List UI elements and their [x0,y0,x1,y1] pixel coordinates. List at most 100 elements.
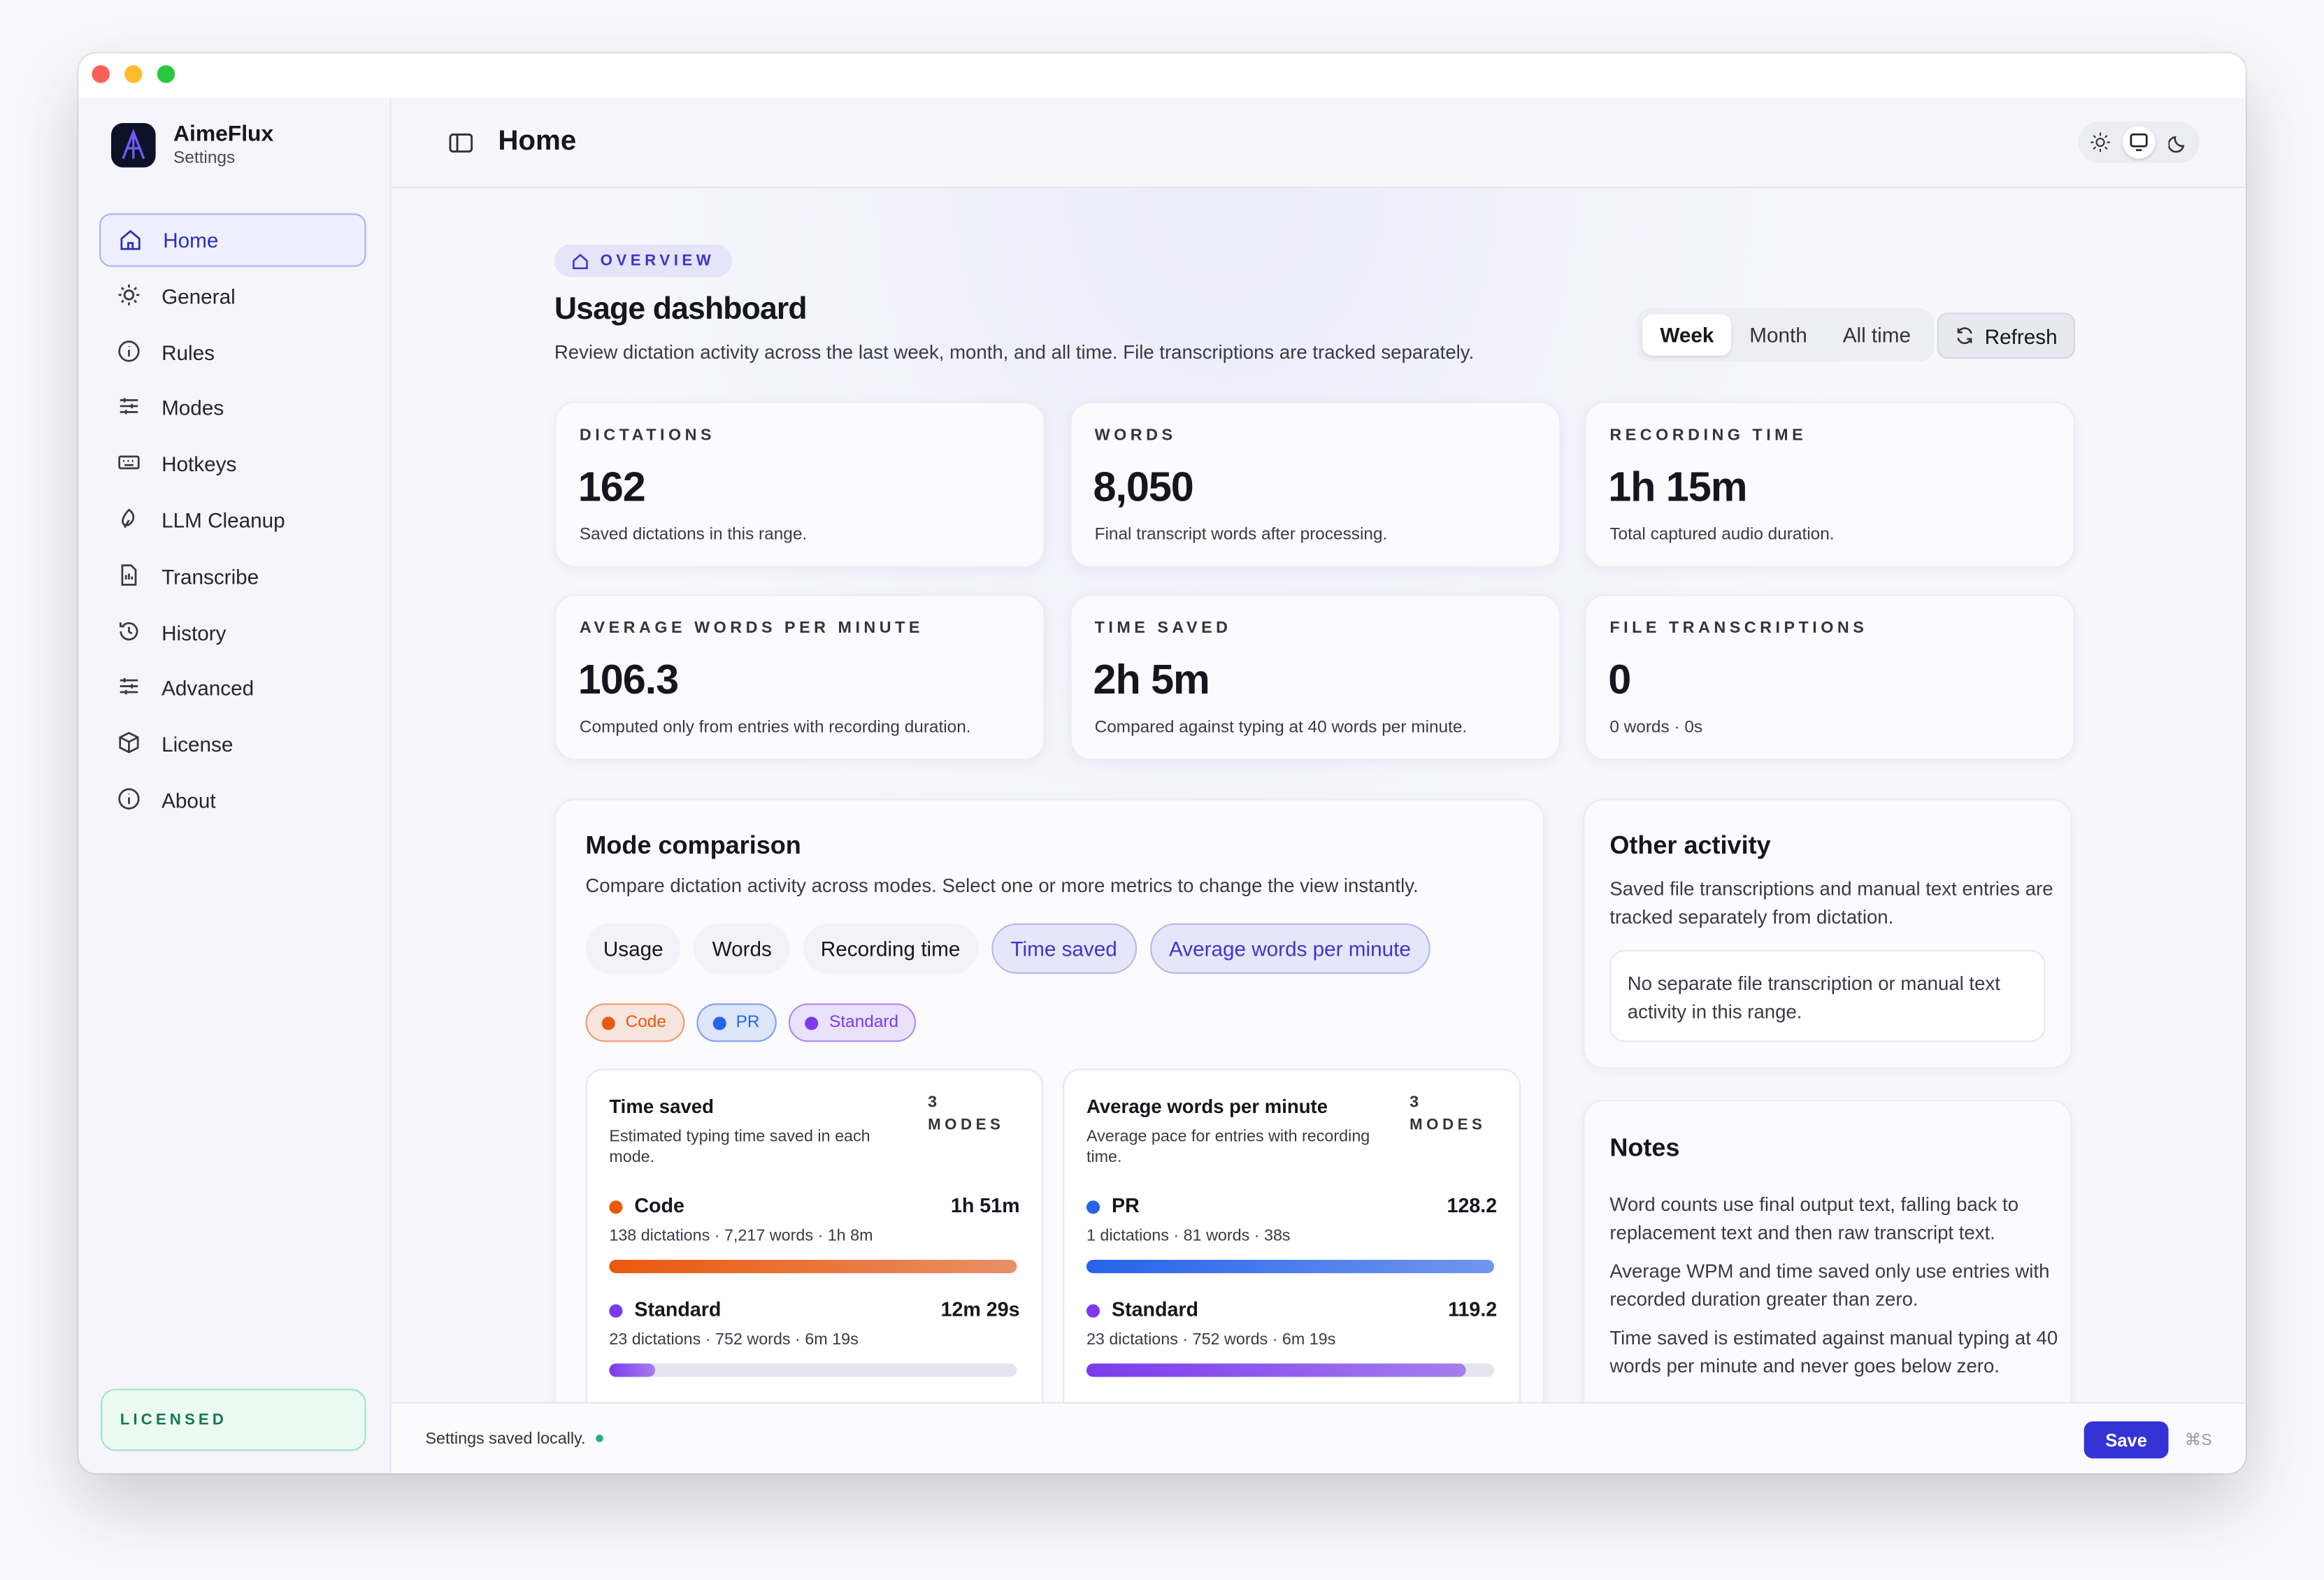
stat-value: 8,050 [1093,464,1193,510]
mode-name: Standard [829,1014,899,1032]
app-name: AimeFlux [173,121,274,147]
other-activity-card: Other activity Saved file transcriptions… [1583,798,2072,1069]
stat-card: WORDS 8,050 Final transcript words after p… [1069,401,1561,568]
row-detail: 138 dictations · 7,217 words · 1h 8m [609,1227,873,1245]
zoom-button[interactable] [157,65,175,83]
row-value: 12m 29s [940,1298,1020,1321]
nav-label: Rules [162,340,215,364]
stat-label: DICTATIONS [579,426,716,445]
nav-label: About [162,788,216,812]
stat-value: 106.3 [578,656,679,703]
mode-filter[interactable]: Standard [789,1003,917,1042]
other-activity-title: Other activity [1609,831,1771,860]
row-name: PR [1111,1194,1140,1217]
range-option[interactable]: Month [1749,323,1807,347]
row-dot [609,1200,623,1214]
metric-card: Time saved Estimated typing time saved in… [585,1068,1044,1402]
nav-label: License [162,732,234,756]
content: OVERVIEW Usage dashboard Review dictatio… [391,188,2246,1402]
stat-card: DICTATIONS 162 Saved dictations in this ra… [554,401,1045,568]
nav-label: History [162,620,227,645]
mode-comparison-description: Compare dictation activity across modes.… [585,874,1419,897]
nav-label: Transcribe [162,564,259,589]
app-subtitle: Settings [173,150,236,168]
metric-card-subtitle: Average pace for entries with recording … [1086,1128,1370,1167]
nav-item[interactable]: General [99,269,366,322]
page-title: Home [498,126,577,157]
refresh-button[interactable]: Refresh [1937,313,2075,359]
row-name: Standard [1111,1298,1199,1321]
theme-toggle [2078,121,2200,164]
stat-card: FILE TRANSCRIPTIONS 0 0 words · 0s [1584,594,2075,761]
close-button[interactable] [92,65,110,83]
bar [609,1259,1017,1274]
nav-item[interactable]: History [99,605,366,659]
stat-note: 0 words · 0s [1609,719,1703,737]
save-status-text: Settings saved locally. [425,1430,586,1449]
metric-card-title: Average words per minute [1086,1095,1328,1118]
stat-label: FILE TRANSCRIPTIONS [1609,619,1868,638]
bar [1086,1259,1494,1274]
nav-label: General [162,284,236,308]
nav-item[interactable]: Home [99,213,366,267]
nav-item[interactable]: About [99,774,366,827]
dashboard-description: Review dictation activity across the las… [554,340,1475,364]
dark-theme[interactable] [2168,132,2190,153]
dashboard-title: Usage dashboard [554,292,808,326]
app-logo [110,122,156,168]
sidebar-toggle[interactable] [449,133,473,153]
stat-card: TIME SAVED 2h 5m Compared against typing a… [1069,594,1561,761]
metric-filter[interactable]: Average words per minute [1149,923,1430,974]
metric-filter[interactable]: Usage [585,923,682,974]
mode-comparison-card: Mode comparison Compare dictation activi… [554,798,1545,1402]
metric-card: Average words per minute Average pace for… [1063,1068,1521,1402]
metric-filter[interactable]: Recording time [803,923,978,974]
mode-filters: Code PR Standard [585,1003,917,1042]
nav-item[interactable]: Modes [99,382,366,435]
badge-text: OVERVIEW [600,252,715,270]
stat-value: 2h 5m [1093,656,1210,703]
range-option[interactable]: Week [1642,314,1732,356]
footer: Settings saved locally. Save ⌘S [391,1402,2246,1474]
nav-item[interactable]: LLM Cleanup [99,494,366,547]
bar-track [1086,1363,1494,1377]
row-value: 1h 51m [950,1194,1020,1217]
mode-dot [601,1016,615,1030]
mode-filter[interactable]: Code [585,1003,684,1042]
row-detail: 23 dictations · 752 words · 6m 19s [1086,1330,1336,1349]
sidebar: AimeFlux Settings Home General Rules Modes H… [78,97,392,1474]
system-theme[interactable] [2122,126,2156,159]
nav-item[interactable]: License [99,717,366,770]
bar-track [609,1259,1017,1274]
stat-value: 1h 15m [1608,464,1747,510]
save-button[interactable]: Save [2083,1421,2169,1459]
stat-label: RECORDING TIME [1609,426,1807,445]
row-dot [1086,1304,1100,1318]
stat-note: Compared against typing at 40 words per … [1094,719,1468,737]
stat-card: RECORDING TIME 1h 15m Total captured audio… [1584,401,2075,568]
mode-count: 3 [928,1093,938,1112]
row-detail: 23 dictations · 752 words · 6m 19s [609,1330,859,1349]
bar [609,1363,655,1377]
stat-value: 0 [1608,656,1631,703]
row-dot [1086,1200,1100,1214]
row-value: 119.2 [1448,1298,1498,1321]
light-theme[interactable] [2090,132,2111,153]
nav-item[interactable]: Rules [99,326,366,379]
other-activity-description: Saved file transcriptions and manual tex… [1609,877,2053,928]
nav-item[interactable]: Hotkeys [99,438,366,491]
notes-title: Notes [1609,1133,1680,1163]
nav-item[interactable]: Advanced [99,661,366,714]
metric-filter[interactable]: Time saved [991,923,1137,974]
header: Home [391,97,2246,189]
mode-filter[interactable]: PR [696,1003,777,1042]
main-area: Home OVERVIEW Usage dashboard Review dic… [391,97,2246,1474]
nav-item[interactable]: Transcribe [99,550,366,603]
status-dot [596,1435,603,1442]
range-option[interactable]: All time [1842,323,1911,347]
row-name: Code [634,1194,684,1217]
metric-filter[interactable]: Words [694,923,790,974]
minimize-button[interactable] [124,65,143,83]
